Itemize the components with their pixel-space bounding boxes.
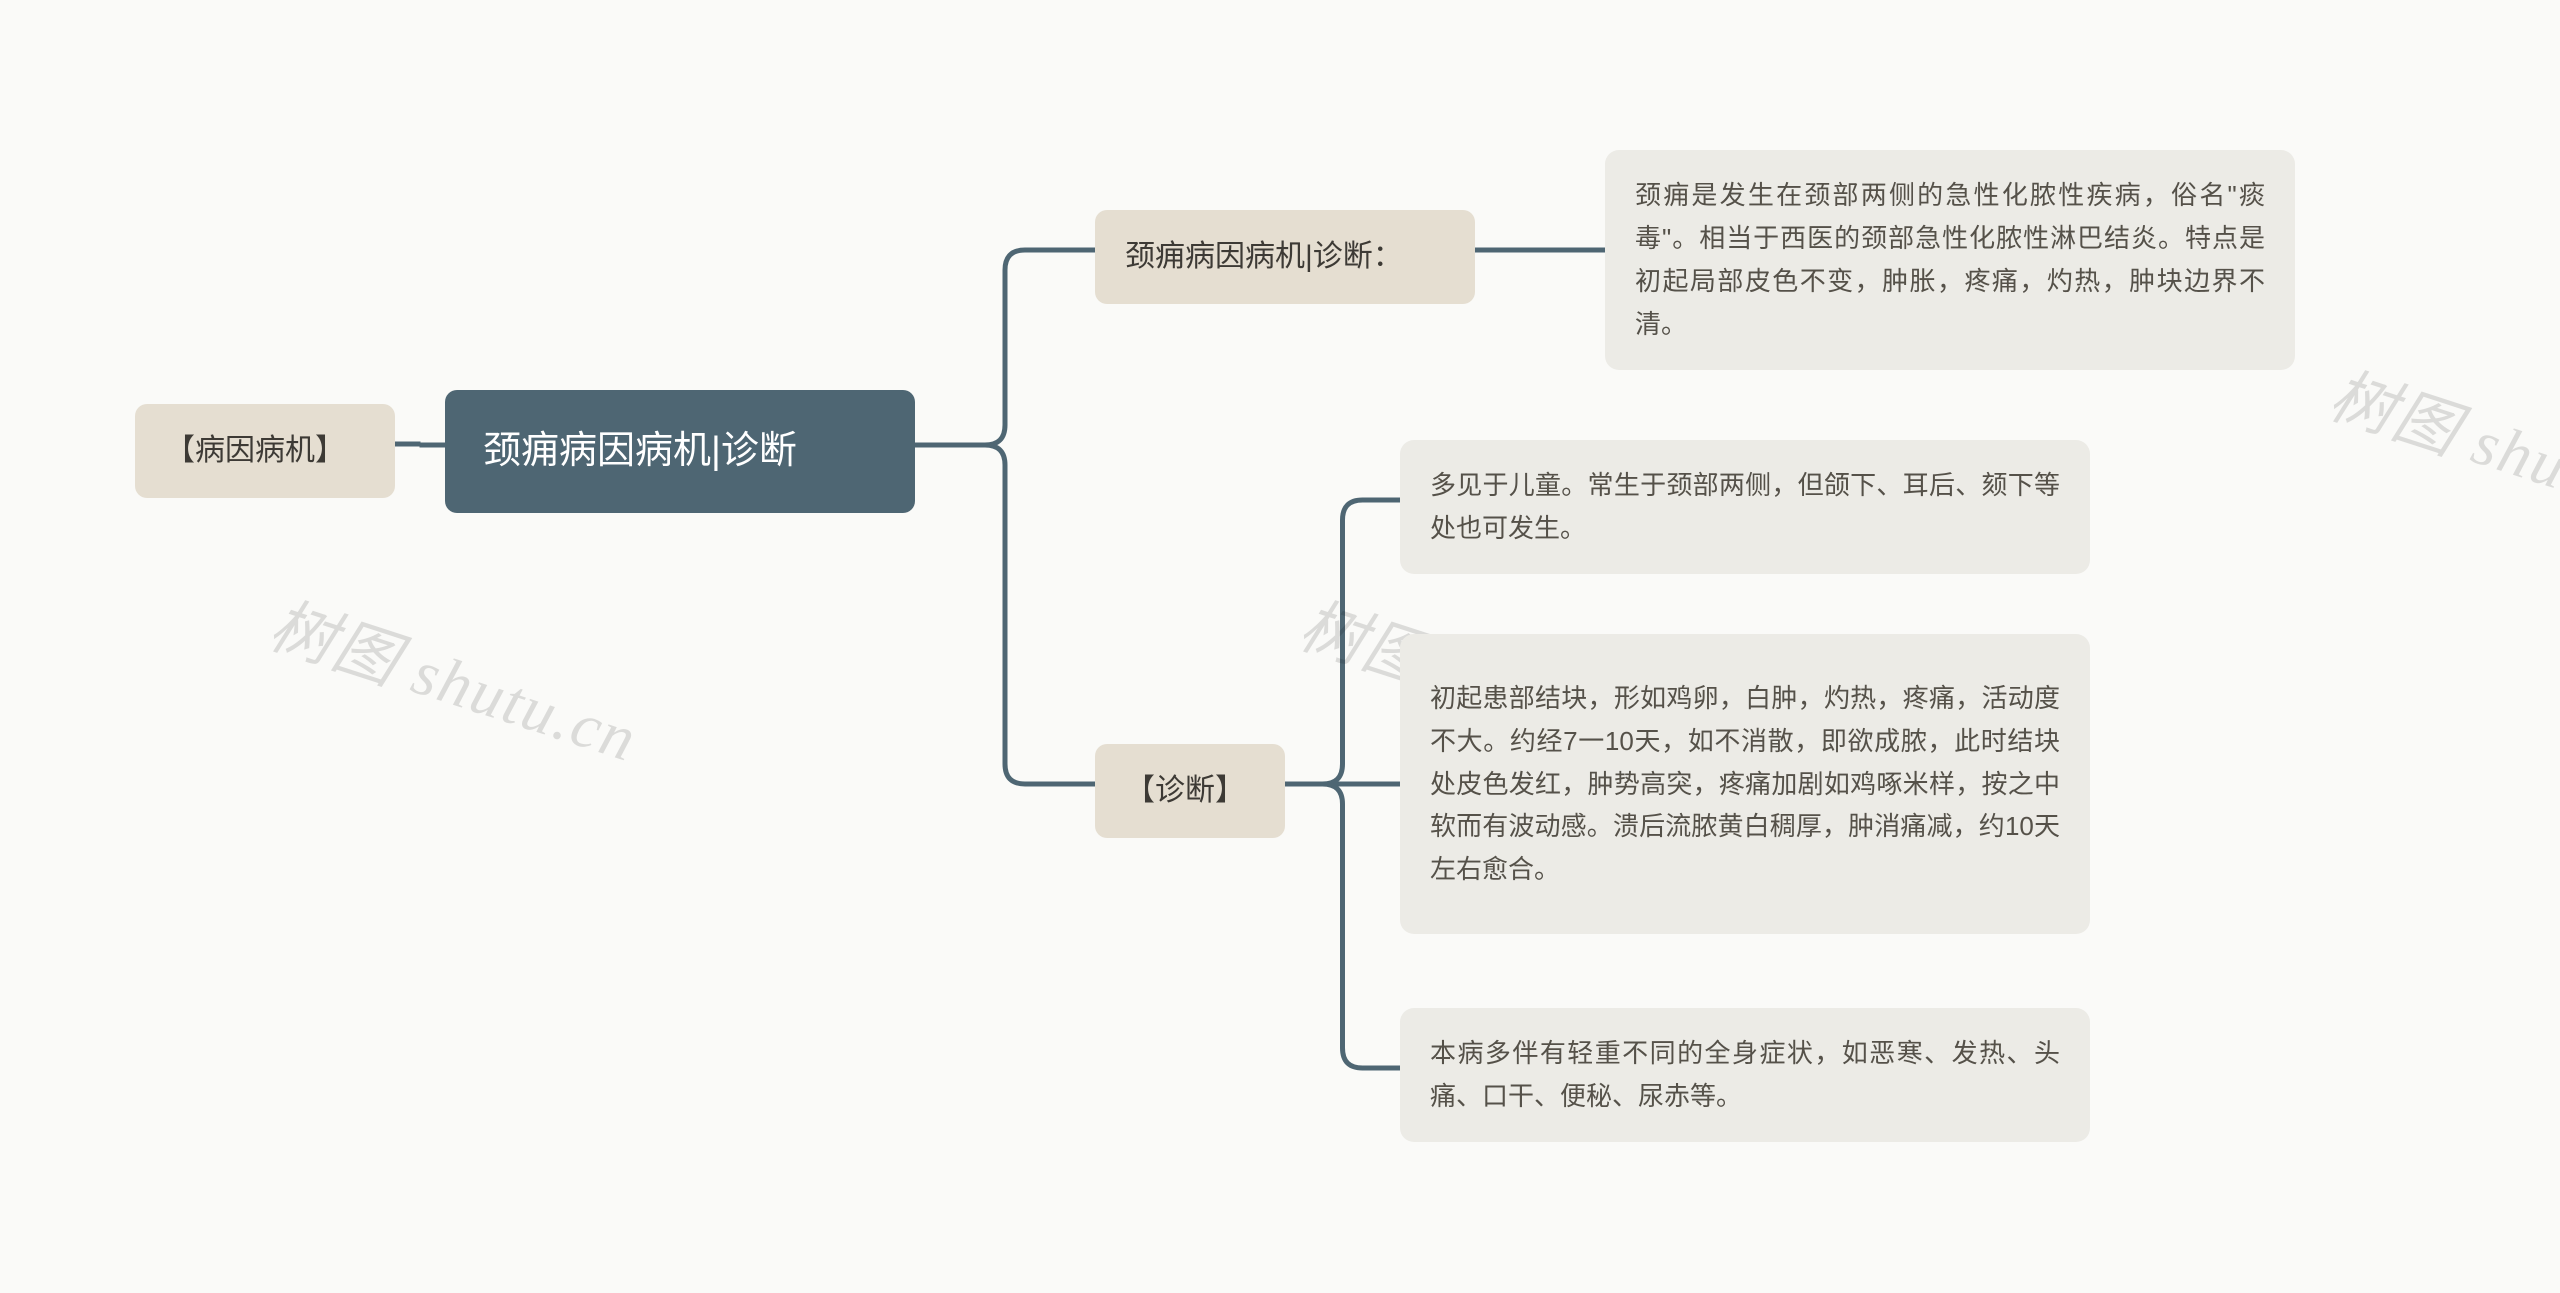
- node-diagnosis[interactable]: 【诊断】: [1095, 744, 1285, 838]
- leaf-description-2[interactable]: 多见于儿童。常生于颈部两侧，但颌下、耳后、颏下等处也可发生。: [1400, 440, 2090, 574]
- node-label: 本病多伴有轻重不同的全身症状，如恶寒、发热、头痛、口干、便秘、尿赤等。: [1430, 1032, 2060, 1118]
- node-diagnosis-header[interactable]: 颈痈病因病机|诊断：: [1095, 210, 1475, 304]
- node-label: 颈痈病因病机|诊断: [483, 420, 797, 483]
- leaf-description-4[interactable]: 本病多伴有轻重不同的全身症状，如恶寒、发热、头痛、口干、便秘、尿赤等。: [1400, 1008, 2090, 1142]
- node-label: 初起患部结块，形如鸡卵，白肿，灼热，疼痛，活动度不大。约经7一10天，如不消散，…: [1430, 677, 2060, 891]
- node-etiology-left[interactable]: 【病因病机】: [135, 404, 395, 498]
- node-label: 多见于儿童。常生于颈部两侧，但颌下、耳后、颏下等处也可发生。: [1430, 464, 2060, 550]
- watermark-3: 树图 shutu.cn: [2320, 345, 2560, 550]
- leaf-description-3[interactable]: 初起患部结块，形如鸡卵，白肿，灼热，疼痛，活动度不大。约经7一10天，如不消散，…: [1400, 634, 2090, 934]
- leaf-description-1[interactable]: 颈痈是发生在颈部两侧的急性化脓性疾病，俗名"痰毒"。相当于西医的颈部急性化脓性淋…: [1605, 150, 2295, 370]
- node-label: 【诊断】: [1125, 766, 1245, 816]
- watermark-1: 树图 shutu.cn: [260, 575, 651, 780]
- node-label: 颈痈病因病机|诊断：: [1125, 232, 1403, 282]
- node-label: 【病因病机】: [165, 426, 345, 476]
- mindmap-canvas: 树图 shutu.cn 树图 shutu.cn 树图 shutu.cn 【病因病…: [0, 0, 2560, 1293]
- node-label: 颈痈是发生在颈部两侧的急性化脓性疾病，俗名"痰毒"。相当于西医的颈部急性化脓性淋…: [1635, 174, 2265, 346]
- node-root[interactable]: 颈痈病因病机|诊断: [445, 390, 915, 513]
